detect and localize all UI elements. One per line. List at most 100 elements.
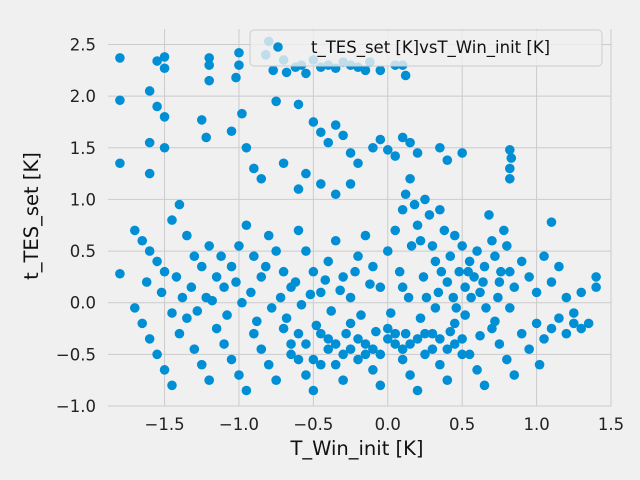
data-point — [263, 230, 274, 241]
data-point — [412, 148, 423, 158]
data-point — [505, 303, 515, 313]
data-point — [308, 117, 319, 127]
data-point — [360, 339, 371, 349]
data-point — [353, 334, 363, 344]
x-tick-label: 1.0 — [523, 415, 549, 434]
data-point — [204, 375, 214, 385]
data-point — [293, 99, 304, 110]
data-point — [353, 251, 363, 262]
data-point — [182, 313, 192, 324]
data-point — [316, 328, 326, 339]
data-point — [433, 287, 444, 298]
y-tick-label: 2.0 — [70, 87, 96, 106]
data-point — [479, 261, 490, 272]
data-point — [505, 266, 515, 277]
data-point — [256, 173, 267, 184]
data-point — [454, 266, 465, 277]
data-point — [360, 65, 371, 76]
data-point — [546, 323, 557, 334]
data-point — [167, 215, 177, 225]
data-point — [554, 313, 564, 324]
data-point — [365, 279, 375, 289]
data-point — [412, 334, 423, 344]
data-point — [466, 292, 476, 303]
data-point — [330, 235, 341, 246]
data-point — [137, 235, 148, 246]
data-point — [144, 334, 155, 344]
data-point — [335, 285, 345, 296]
x-tick-labels: −1.5 −1.0 −0.5 0.0 0.5 1.0 1.5 — [145, 415, 625, 434]
data-point — [301, 370, 311, 380]
data-point — [316, 179, 326, 189]
data-point — [505, 145, 515, 155]
data-point — [246, 287, 256, 298]
data-point — [524, 272, 534, 282]
data-point — [576, 287, 587, 298]
data-point — [234, 47, 244, 58]
data-point — [323, 334, 334, 344]
data-point — [159, 142, 170, 153]
data-point — [249, 251, 259, 262]
data-point — [487, 323, 497, 334]
data-point — [189, 251, 200, 262]
data-point — [237, 297, 247, 308]
data-point — [226, 261, 237, 272]
data-point — [278, 158, 289, 169]
data-point — [435, 142, 445, 153]
legend-label: t_TES_set [K]vsT_Win_init [K] — [311, 38, 550, 58]
data-point — [481, 303, 491, 313]
data-point — [290, 277, 301, 287]
data-point — [442, 155, 453, 165]
data-point — [356, 310, 366, 320]
data-point — [583, 318, 594, 329]
data-point — [397, 282, 408, 293]
data-point — [375, 380, 386, 391]
data-point — [345, 344, 356, 354]
data-point — [475, 287, 485, 298]
data-point — [281, 67, 292, 78]
data-point — [275, 292, 286, 303]
y-tick-label: 0.0 — [70, 294, 96, 313]
data-point — [286, 339, 296, 349]
data-point — [561, 292, 572, 303]
data-point — [439, 225, 450, 236]
legend-marker — [273, 42, 283, 52]
data-point — [196, 359, 207, 370]
data-point — [268, 65, 278, 76]
data-point — [375, 65, 386, 76]
data-point — [394, 266, 405, 277]
data-point — [531, 287, 542, 298]
data-point — [159, 266, 170, 277]
data-point — [115, 95, 125, 106]
data-point — [219, 282, 229, 293]
data-point — [241, 220, 252, 231]
data-point — [385, 308, 396, 318]
legend-box — [249, 29, 603, 67]
data-point — [412, 385, 423, 396]
data-point — [204, 241, 214, 251]
data-point — [219, 339, 229, 349]
data-point — [330, 120, 341, 130]
data-point — [204, 60, 214, 70]
data-point — [137, 318, 148, 329]
x-tick-label: 0.0 — [375, 415, 401, 434]
data-point — [568, 318, 579, 329]
data-point — [226, 354, 237, 365]
data-point — [167, 308, 177, 318]
data-point — [539, 251, 549, 262]
data-point — [397, 132, 408, 143]
data-point — [305, 289, 316, 300]
data-point — [152, 349, 162, 360]
data-point — [375, 134, 386, 145]
data-point — [216, 251, 226, 262]
data-point — [435, 204, 445, 215]
data-point — [368, 344, 378, 354]
data-point — [368, 261, 378, 272]
data-point — [516, 328, 527, 339]
data-point — [420, 328, 430, 339]
data-point — [368, 365, 378, 375]
y-tick-label: 1.0 — [70, 190, 96, 209]
data-point — [442, 344, 453, 354]
legend: t_TES_set [K]vsT_Win_init [K] — [249, 29, 603, 67]
data-point — [405, 137, 415, 148]
